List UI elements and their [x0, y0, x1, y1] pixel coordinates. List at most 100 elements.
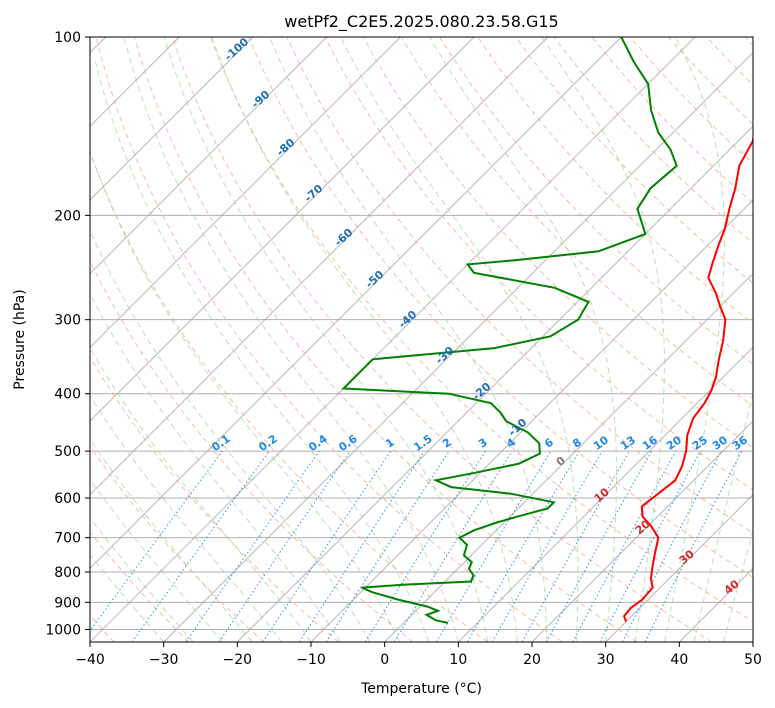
- mixing-ratio-line: [521, 450, 630, 642]
- isotherm: [310, 199, 753, 642]
- x-tick-label: −20: [223, 652, 253, 668]
- mixing-ratio-line: [325, 450, 450, 642]
- dry-adiabat: [90, 445, 264, 642]
- mixing-ratio-line: [644, 450, 743, 642]
- isotherm: [90, 37, 401, 348]
- moist-adiabat: [90, 149, 400, 642]
- moist-adiabat: [163, 37, 489, 642]
- moist-adiabat: [693, 390, 753, 642]
- dry-adiabat: [400, 37, 753, 407]
- mixing-ratio-line: [262, 450, 392, 642]
- mixing-ratio-label: 30: [710, 433, 730, 453]
- isotherm: [237, 125, 753, 642]
- mixing-ratio-label: 1: [383, 436, 397, 451]
- plot-frame: [89, 36, 754, 643]
- dry-adiabat: [171, 37, 712, 642]
- x-tick-label: 20: [523, 652, 541, 668]
- isotherm: [458, 346, 753, 642]
- dry-adiabat: [286, 37, 753, 534]
- isotherm: [90, 37, 327, 275]
- x-tick-label: 0: [380, 652, 389, 668]
- dry-adiabat-label: -60: [332, 226, 356, 249]
- moist-adiabat: [723, 528, 753, 642]
- moist-adiabat: [90, 229, 371, 642]
- dry-adiabat-label: -100: [222, 35, 251, 63]
- y-tick-label: 700: [54, 531, 81, 547]
- y-axis: 100 200 300 400 500 600 700 800 900 1000: [45, 30, 90, 638]
- moist-adiabat: [269, 37, 548, 642]
- mixing-ratio-line: [572, 450, 677, 642]
- dry-adiabat-label: -50: [363, 268, 387, 291]
- dry-adiabat: [90, 150, 488, 642]
- dry-adiabat: [210, 37, 753, 623]
- y-tick-label: 400: [54, 387, 81, 403]
- dry-adiabat-label: -70: [302, 182, 326, 205]
- moist-adiabat: [90, 394, 282, 642]
- mixing-ratio-label: 2: [440, 436, 454, 451]
- y-tick-label: 100: [54, 30, 81, 46]
- dry-adiabat-label: -90: [249, 88, 273, 111]
- dry-adiabat: [133, 37, 638, 642]
- moist-adiabat-label: 20: [633, 517, 653, 537]
- mixing-ratio-line: [467, 450, 580, 642]
- moist-adiabat-label: 30: [677, 547, 697, 567]
- x-axis: −40 −30 −20 −10 0 10 20 30 40 50: [75, 642, 762, 668]
- dry-adiabat-label: -30: [433, 344, 457, 367]
- dry-adiabat: [477, 37, 753, 325]
- mixing-ratio-label: 13: [618, 433, 638, 452]
- mixing-ratio-label: 36: [730, 433, 750, 453]
- moist-adiabat: [211, 37, 518, 642]
- mixing-ratio-label: 20: [664, 433, 684, 453]
- dry-adiabat: [515, 37, 753, 284]
- moist-adiabat: [90, 292, 341, 642]
- isotherm: [90, 37, 622, 569]
- mixing-ratio-line: [218, 450, 351, 642]
- mixing-ratio-label: 8: [570, 436, 584, 451]
- mixing-ratio-label: 16: [640, 433, 660, 453]
- dry-adiabat: [90, 356, 339, 642]
- y-tick-label: 900: [54, 595, 81, 611]
- chart-title: wetPf2_C2E5.2025.080.23.58.G15: [284, 12, 558, 32]
- y-tick-label: 1000: [45, 622, 81, 638]
- isotherm: [384, 273, 753, 642]
- isotherm: [605, 494, 753, 642]
- temperature-profile: [622, 133, 753, 622]
- x-tick-label: 10: [449, 652, 467, 668]
- moist-adiabat: [90, 438, 253, 642]
- mixing-ratio-label: 10: [591, 433, 611, 453]
- moist-adiabat: [664, 37, 725, 642]
- dewpoint-profile: [341, 37, 678, 624]
- mixing-ratio-line: [131, 450, 270, 642]
- y-tick-label: 200: [54, 208, 81, 224]
- moist-adiabat: [340, 37, 579, 642]
- mixing-ratio-line: [90, 450, 223, 632]
- mixing-ratio-line: [185, 450, 320, 642]
- isotherm: [90, 37, 475, 422]
- x-tick-label: 40: [670, 652, 688, 668]
- moist-adiabat: [90, 479, 223, 642]
- background-lines: [90, 37, 753, 642]
- moist-adiabat: [123, 37, 459, 642]
- moist-adiabat-label: 40: [722, 577, 742, 597]
- isotherm: [163, 52, 753, 642]
- dry-adiabat: [438, 37, 753, 366]
- y-tick-label: 800: [54, 565, 81, 581]
- x-tick-label: 30: [597, 652, 615, 668]
- moist-adiabat-label: 10: [592, 485, 612, 505]
- isotherm: [90, 37, 696, 642]
- isotherm: [90, 37, 548, 496]
- x-tick-label: −30: [149, 652, 179, 668]
- mixing-ratio-line: [545, 450, 653, 642]
- mixing-ratio-label: 4: [504, 435, 518, 450]
- dry-adiabat: [90, 531, 190, 642]
- mixing-ratio-line: [393, 450, 513, 642]
- dry-adiabat: [706, 37, 753, 86]
- mixing-ratio-line: [599, 450, 701, 642]
- mixing-ratio-label: 25: [690, 433, 710, 452]
- x-axis-label: Temperature (°C): [360, 681, 482, 697]
- y-axis-label: Pressure (hPa): [12, 289, 28, 389]
- y-tick-label: 600: [54, 491, 81, 507]
- dry-adiabat: [744, 37, 753, 47]
- x-tick-label: −40: [75, 652, 105, 668]
